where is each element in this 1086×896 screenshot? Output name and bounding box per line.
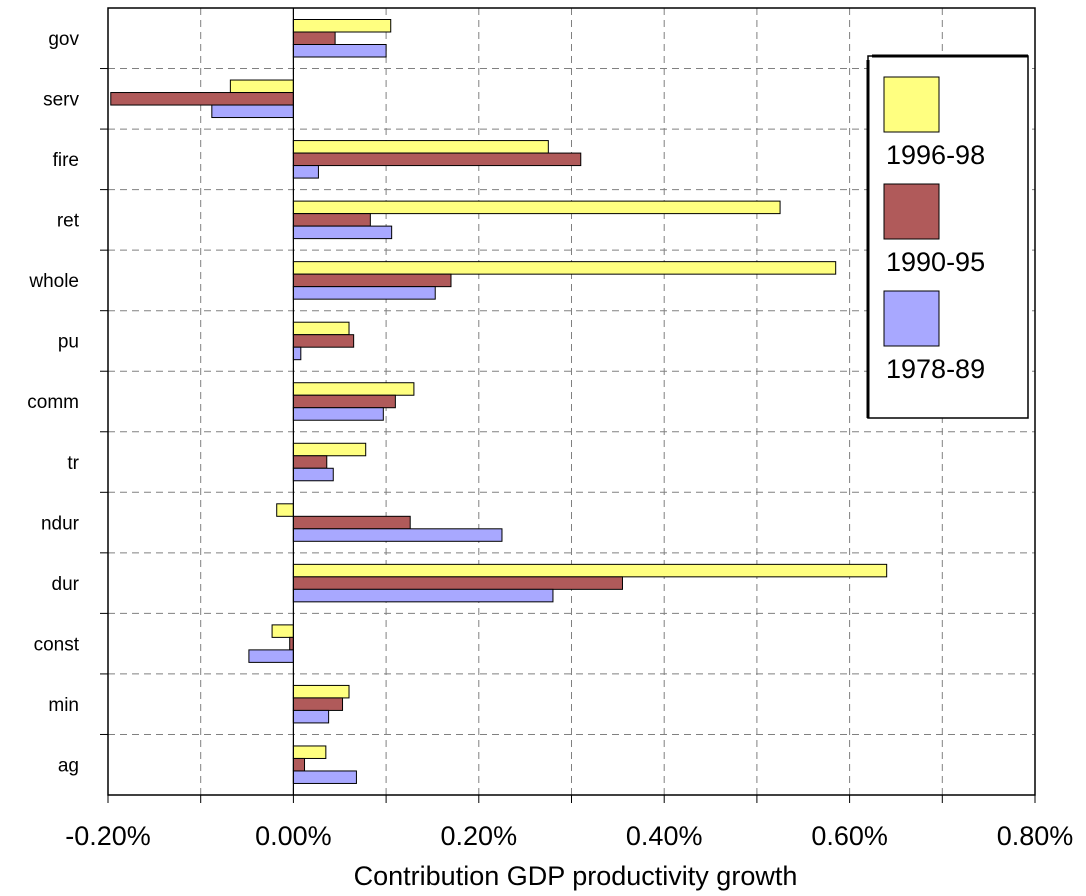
bar-whole-1996-98	[292, 261, 837, 275]
legend-swatch	[883, 76, 940, 133]
bar-dur-1996-98	[292, 563, 888, 578]
category-label: comm	[27, 392, 79, 413]
bar-ndur-1990-95	[292, 515, 411, 530]
x-tick-label: 0.20%	[441, 821, 518, 851]
x-tick-label: 0.00%	[255, 821, 332, 851]
category-label: tr	[67, 453, 79, 474]
category-label: gov	[48, 29, 79, 50]
plot-frame	[107, 7, 1036, 796]
bar-fire-1996-98	[292, 140, 549, 154]
bar-tr-1996-98	[292, 442, 367, 457]
bar-fire-1978-89	[292, 165, 319, 179]
bar-pu-1996-98	[292, 321, 350, 336]
x-tick-label: 0.80%	[997, 821, 1074, 851]
bar-whole-1990-95	[292, 273, 452, 288]
bar-gov-1990-95	[292, 31, 336, 45]
x-tick-label: 0.40%	[626, 821, 703, 851]
legend-label: 1990-95	[886, 247, 985, 277]
bar-comm-1990-95	[292, 394, 396, 409]
bar-ag-1978-89	[292, 770, 357, 784]
category-label: ret	[57, 211, 80, 232]
x-axis-title: Contribution GDP productivity growth	[354, 861, 798, 891]
bar-const-1996-98	[271, 624, 294, 638]
bar-ag-1990-95	[292, 757, 306, 772]
category-label: fire	[53, 150, 79, 171]
category-label: ag	[58, 755, 79, 776]
x-tick-label: 0.60%	[811, 821, 888, 851]
bar-min-1990-95	[292, 697, 344, 711]
bar-gov-1996-98	[292, 19, 392, 33]
category-label: whole	[28, 271, 79, 292]
bar-serv-1990-95	[110, 92, 294, 106]
bar-ag-1996-98	[292, 745, 327, 759]
bar-tr-1990-95	[292, 455, 328, 469]
bar-pu-1990-95	[292, 334, 355, 348]
category-label: ndur	[41, 513, 80, 534]
bar-dur-1990-95	[292, 576, 623, 590]
bar-whole-1978-89	[292, 286, 436, 300]
bar-dur-1978-89	[292, 588, 554, 603]
bar-ret-1978-89	[292, 225, 393, 240]
category-labels: gov serv fire ret whole pu comm tr ndur dur const m…	[27, 29, 79, 776]
bar-min-1996-98	[292, 684, 350, 699]
legend-label: 1978-89	[886, 354, 985, 384]
category-label: const	[34, 634, 80, 655]
bar-ret-1990-95	[292, 213, 371, 227]
category-label: min	[48, 695, 79, 716]
category-label: dur	[52, 574, 80, 595]
bar-pu-1978-89	[292, 346, 302, 361]
bar-ret-1996-98	[292, 200, 781, 215]
legend-swatch	[883, 290, 940, 347]
bars	[110, 8, 888, 795]
bar-ndur-1996-98	[276, 503, 294, 517]
bar-serv-1996-98	[229, 79, 294, 94]
legend-label: 1996-98	[886, 140, 985, 170]
bar-serv-1978-89	[211, 104, 294, 119]
legend-swatch	[883, 183, 940, 240]
x-tick-labels: -0.20% 0.00% 0.20% 0.40% 0.60% 0.80%	[65, 821, 1073, 851]
bar-const-1978-89	[248, 649, 294, 663]
bar-gov-1978-89	[292, 44, 387, 58]
category-label: pu	[58, 332, 79, 353]
bar-min-1978-89	[292, 709, 330, 724]
x-tick-label: -0.20%	[65, 821, 151, 851]
legend: 1996-98 1990-95 1978-89	[866, 54, 1029, 419]
bar-ndur-1978-89	[292, 528, 503, 542]
bar-comm-1978-89	[292, 407, 384, 421]
bar-fire-1990-95	[292, 152, 582, 167]
category-label: serv	[43, 90, 79, 111]
bar-comm-1996-98	[292, 382, 415, 396]
bar-tr-1978-89	[292, 467, 334, 482]
